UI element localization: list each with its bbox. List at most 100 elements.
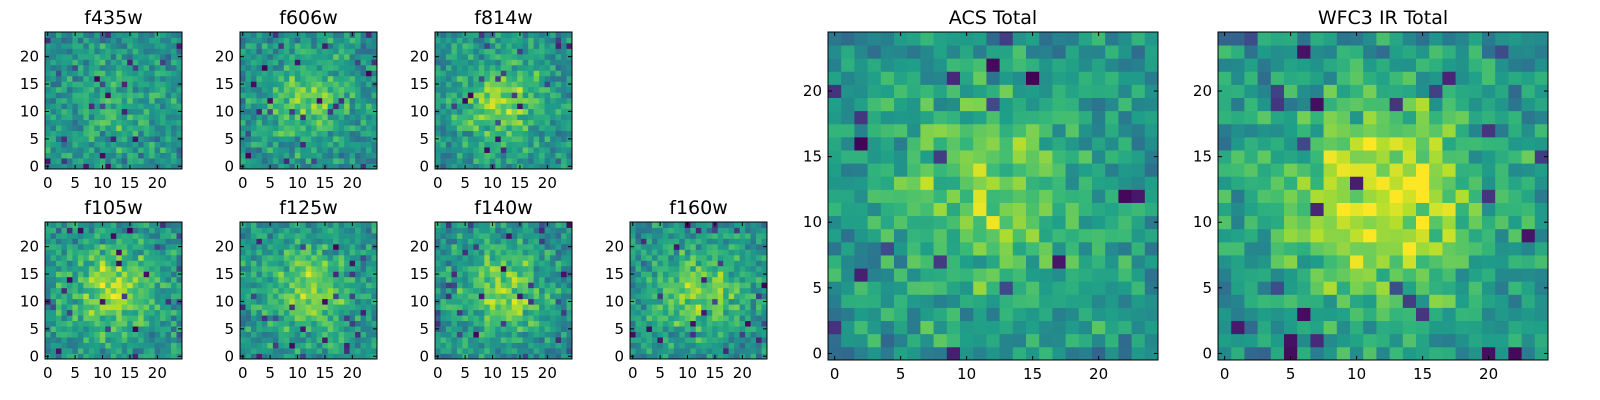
heatmap-cell	[333, 59, 340, 66]
heatmap-cell	[517, 293, 524, 300]
heatmap-cell	[517, 271, 524, 278]
heatmap-cell	[712, 227, 719, 234]
heatmap-cell	[338, 42, 345, 49]
heatmap-cell	[83, 125, 90, 132]
heatmap-cell	[283, 125, 290, 132]
heatmap-cell	[511, 114, 518, 121]
heatmap-cell	[451, 238, 458, 245]
heatmap-cell	[986, 294, 1000, 308]
heatmap-cell	[1065, 202, 1080, 217]
heatmap-cell	[528, 158, 535, 164]
heatmap-cell	[149, 136, 155, 142]
heatmap-cell	[61, 232, 68, 239]
heatmap-cell	[828, 281, 842, 295]
heatmap-cell	[278, 287, 285, 294]
heatmap-cell	[635, 326, 642, 332]
heatmap-cell	[366, 260, 372, 267]
heatmap-cell	[294, 48, 301, 55]
heatmap-cell	[77, 260, 84, 267]
heatmap-cell	[105, 97, 112, 104]
heatmap-cell	[484, 315, 491, 322]
heatmap-cell	[528, 81, 535, 88]
heatmap-cell	[456, 136, 463, 142]
heatmap-cell	[300, 337, 307, 343]
heatmap-cell	[61, 152, 68, 159]
heatmap-cell	[72, 249, 79, 256]
heatmap-cell	[561, 315, 567, 322]
heatmap-cell	[256, 130, 263, 137]
heatmap-cell	[50, 348, 57, 354]
heatmap-cell	[462, 243, 469, 250]
heatmap-cell	[522, 158, 529, 164]
heatmap-cell	[116, 243, 123, 250]
heatmap-cell	[690, 276, 697, 283]
heatmap-cell	[489, 59, 496, 66]
heatmap-cell	[451, 75, 458, 82]
heatmap-cell	[105, 222, 112, 228]
y-tick-label: 5	[614, 320, 624, 338]
heatmap-cell	[294, 92, 301, 99]
heatmap-cell	[456, 304, 463, 311]
heatmap-cell	[473, 254, 480, 261]
heatmap-cell	[94, 152, 101, 159]
heatmap-cell	[750, 293, 757, 300]
heatmap-cell	[83, 222, 90, 228]
heatmap-cell	[495, 304, 502, 311]
heatmap-cell	[528, 114, 535, 121]
heatmap-cell	[451, 136, 458, 142]
heatmap-cell	[1065, 333, 1080, 348]
heatmap-cell	[456, 326, 463, 332]
heatmap-cell	[544, 331, 551, 338]
y-tick-label: 20	[215, 48, 234, 66]
heatmap-cell	[517, 81, 524, 88]
heatmap-cell	[72, 331, 79, 338]
heatmap-cell	[55, 315, 62, 322]
heatmap-cell	[706, 309, 713, 316]
heatmap-cell	[467, 276, 474, 283]
heatmap-cell	[841, 241, 855, 256]
heatmap-cell	[344, 243, 350, 250]
heatmap-cell	[371, 309, 378, 316]
heatmap-cell	[327, 97, 334, 104]
heatmap-cell	[539, 353, 545, 360]
heatmap-cell	[50, 337, 57, 343]
heatmap-cell	[1105, 281, 1119, 295]
heatmap-cell	[138, 342, 145, 349]
heatmap-cell	[462, 136, 469, 142]
heatmap-cell	[550, 152, 556, 159]
heatmap-cell	[690, 320, 697, 327]
heatmap-cell	[132, 304, 139, 311]
heatmap-cell	[72, 348, 79, 354]
heatmap-cell	[61, 37, 68, 44]
y-tick-label: 0	[419, 347, 429, 365]
heatmap-cell	[489, 265, 496, 272]
heatmap-cell	[61, 337, 68, 343]
heatmap-cell	[316, 48, 323, 55]
heatmap-cell	[294, 75, 301, 82]
heatmap-cell	[999, 255, 1014, 269]
heatmap-cell	[256, 86, 263, 93]
heatmap-cell	[528, 315, 535, 322]
heatmap-cell	[322, 75, 329, 82]
x-tick-label: 5	[655, 364, 665, 382]
heatmap-cell	[528, 293, 535, 300]
heatmap-cell	[338, 304, 345, 311]
heatmap-cell	[256, 53, 263, 60]
y-tick-label: 20	[20, 48, 39, 66]
heatmap-cell	[544, 42, 551, 49]
heatmap-cell	[456, 75, 463, 82]
heatmap-cell	[250, 152, 257, 159]
heatmap-cell	[651, 315, 658, 322]
heatmap-cell	[500, 254, 507, 261]
heatmap-cell	[566, 249, 573, 256]
heatmap-cell	[149, 320, 155, 327]
heatmap-cell	[45, 119, 51, 126]
heatmap-cell	[555, 293, 562, 300]
heatmap-cell	[327, 293, 334, 300]
heatmap-cell	[973, 241, 987, 256]
heatmap-cell	[511, 70, 518, 77]
heatmap-cell	[366, 152, 372, 159]
x-tick-label: 0	[238, 174, 248, 192]
heatmap-cell	[165, 304, 172, 311]
heatmap-cell	[745, 287, 751, 294]
